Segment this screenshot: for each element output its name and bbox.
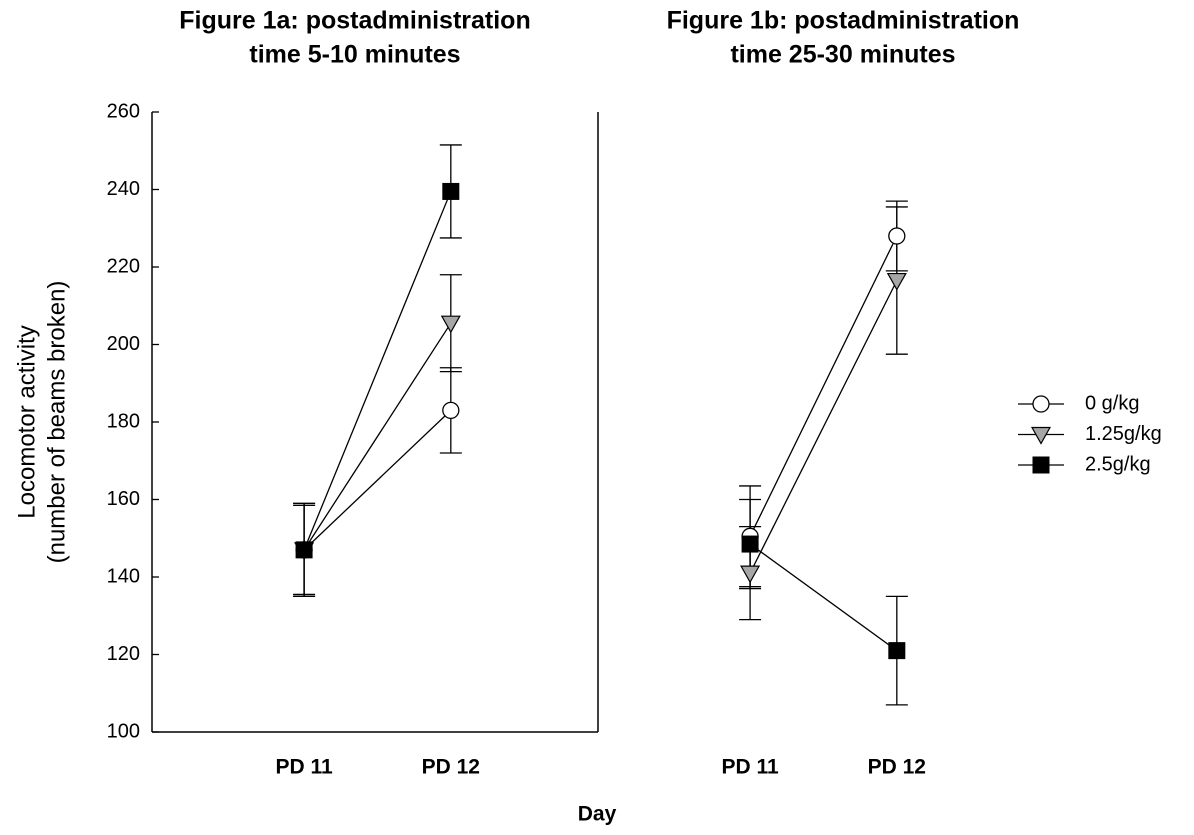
marker <box>741 535 759 553</box>
x-tick-label: PD 12 <box>422 756 480 779</box>
series-line <box>749 543 898 652</box>
y-tick-label: 240 <box>107 178 140 200</box>
y-tick-label: 220 <box>107 255 140 277</box>
legend-label: 2.5g/kg <box>1085 453 1151 475</box>
y-tick-label: 180 <box>107 410 140 432</box>
chart-title: time 5-10 minutes <box>249 41 460 69</box>
series-line <box>303 191 452 551</box>
marker <box>888 227 906 245</box>
y-axis-label: Locomotor activity (number of beams broke… <box>13 281 70 564</box>
series-line <box>749 235 898 537</box>
x-tick-label: PD 11 <box>721 756 779 779</box>
legend-marker <box>1032 456 1050 474</box>
y-tick-label: 120 <box>107 643 140 665</box>
legend-label: 0 g/kg <box>1085 392 1139 414</box>
marker <box>740 565 761 584</box>
y-tick-label: 200 <box>107 333 140 355</box>
legend-marker <box>1030 426 1052 445</box>
y-axis-label-line: (number of beams broken) <box>43 281 70 564</box>
x-axis-label: Day <box>578 803 617 826</box>
x-tick-label: PD 12 <box>868 756 926 779</box>
chart-title: time 25-30 minutes <box>730 41 955 69</box>
series-line <box>303 409 452 551</box>
legend-marker <box>1032 395 1050 413</box>
y-tick-label: 140 <box>107 565 140 587</box>
series-line <box>303 322 452 551</box>
x-tick-label: PD 11 <box>275 756 333 779</box>
y-tick-label: 100 <box>107 720 140 742</box>
series-line <box>749 280 898 574</box>
chart-title: Figure 1a: postadministration <box>179 7 530 35</box>
marker <box>886 272 907 291</box>
marker <box>295 541 313 559</box>
y-tick-label: 160 <box>107 488 140 510</box>
chart-title: Figure 1b: postadministration <box>667 7 1020 35</box>
marker <box>442 401 460 420</box>
marker <box>888 642 906 660</box>
y-axis-label-line: Locomotor activity <box>13 325 40 518</box>
marker <box>440 315 461 334</box>
legend-label: 1.25g/kg <box>1085 423 1162 445</box>
marker <box>442 182 460 200</box>
y-tick-label: 260 <box>107 100 140 122</box>
